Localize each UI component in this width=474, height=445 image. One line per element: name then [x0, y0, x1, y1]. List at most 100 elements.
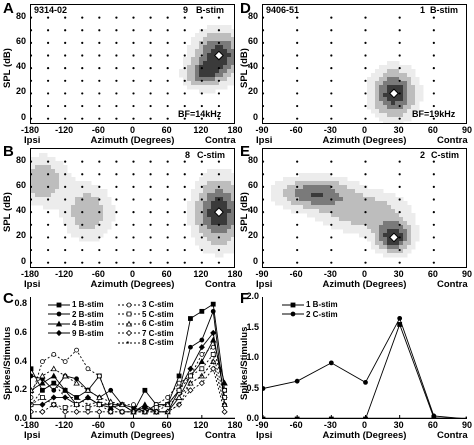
- grid-dot: [46, 16, 50, 19]
- heat-cell: [371, 105, 376, 110]
- heat-cell: [327, 185, 332, 190]
- heat-cell: [91, 229, 96, 234]
- heat-cell: [223, 29, 228, 34]
- heat-cell: [419, 85, 424, 90]
- grid-dot: [398, 223, 401, 226]
- heat-cell: [223, 57, 228, 62]
- x-tick-label: -30: [323, 125, 337, 135]
- heat-cell: [203, 205, 208, 210]
- grid-dot: [81, 261, 84, 264]
- grid-dot: [296, 117, 299, 120]
- grid-dot: [132, 160, 135, 163]
- heat-cell: [31, 189, 36, 194]
- heat-cell: [383, 209, 388, 214]
- heat-cell: [51, 169, 56, 174]
- heat-cell: [191, 37, 196, 42]
- heat-cell: [407, 225, 412, 230]
- grid-dot: [98, 160, 101, 163]
- grid-dot: [31, 223, 33, 226]
- heat-cell: [403, 237, 408, 242]
- grid-dot: [296, 104, 299, 108]
- heat-cell: [107, 197, 112, 202]
- heat-cell: [391, 65, 396, 70]
- heat-cell: [399, 197, 404, 202]
- heat-cell: [355, 181, 360, 186]
- heat-cell: [375, 93, 380, 98]
- heat-cell: [223, 185, 228, 190]
- heat-cell: [283, 181, 288, 186]
- heat-cell: [111, 213, 116, 218]
- point-marker: [31, 408, 35, 415]
- heat-cell: [43, 177, 48, 182]
- heat-cell: [207, 89, 212, 94]
- heat-cell: [43, 197, 48, 202]
- ipsi-label: Ipsi: [256, 430, 273, 441]
- grid-dot: [115, 67, 118, 70]
- heat-cell: [195, 37, 200, 42]
- heat-cell: [203, 49, 208, 54]
- x-tick-label: -60: [91, 420, 105, 430]
- heat-cell: [351, 229, 356, 234]
- heat-cell: [395, 61, 400, 66]
- heat-cell: [231, 181, 234, 186]
- grid-dot: [81, 185, 84, 188]
- heat-cell: [363, 205, 368, 210]
- heat-cell: [219, 221, 224, 226]
- heat-cell: [351, 225, 356, 230]
- legend-label: 9 B-stim: [72, 328, 104, 338]
- heat-cell: [391, 69, 396, 74]
- heat-cell: [311, 201, 316, 206]
- heat-cell: [303, 177, 308, 182]
- heat-cell: [339, 221, 344, 226]
- heat-cell: [351, 205, 356, 210]
- point-marker: [290, 311, 296, 317]
- heat-cell: [399, 233, 404, 238]
- heat-cell: [75, 189, 80, 194]
- heat-cell: [39, 169, 44, 174]
- heat-cell: [383, 245, 388, 250]
- heat-cell: [191, 41, 196, 46]
- grid-dot: [398, 211, 401, 214]
- heat-cell: [183, 57, 188, 62]
- heat-cell: [283, 205, 288, 210]
- point-marker: [96, 408, 103, 415]
- heat-cell: [379, 209, 384, 214]
- heat-cell: [227, 29, 232, 34]
- heat-cell: [55, 193, 60, 198]
- heat-cell: [99, 213, 104, 218]
- heat-cell: [67, 189, 72, 194]
- heat-cell: [367, 229, 372, 234]
- heat-cell: [215, 61, 220, 66]
- grid-dot: [46, 261, 50, 264]
- grid-dot: [183, 29, 186, 32]
- heat-cell: [199, 241, 204, 246]
- x-tick-label: 0: [129, 125, 136, 135]
- y-tick-label: 40: [247, 61, 258, 72]
- heat-cell: [395, 101, 400, 106]
- heat-cell: [227, 197, 232, 202]
- heat-cell: [403, 117, 408, 122]
- point-marker: *: [63, 395, 66, 402]
- y-tick-label: 80: [15, 154, 26, 165]
- heat-cell: [91, 189, 96, 194]
- heat-cell: [311, 181, 316, 186]
- heat-cell: [395, 109, 400, 114]
- grid-dot: [46, 41, 50, 44]
- heat-cell: [323, 217, 328, 222]
- heat-cell: [359, 225, 364, 230]
- heat-cell: [419, 93, 424, 98]
- heat-cell: [59, 197, 64, 202]
- grid-dot: [166, 261, 169, 264]
- grid-dot: [263, 223, 265, 226]
- heat-cell: [399, 205, 404, 210]
- heat-cell: [211, 45, 216, 50]
- heat-cell: [59, 169, 64, 174]
- grid-dot: [166, 117, 169, 120]
- heat-cell: [379, 85, 384, 90]
- point-marker: *: [199, 374, 202, 381]
- heat-cell: [207, 81, 212, 86]
- point-marker: [39, 372, 46, 379]
- heat-cell: [207, 229, 212, 234]
- grid-dot: [149, 185, 152, 188]
- heat-cell: [299, 189, 304, 194]
